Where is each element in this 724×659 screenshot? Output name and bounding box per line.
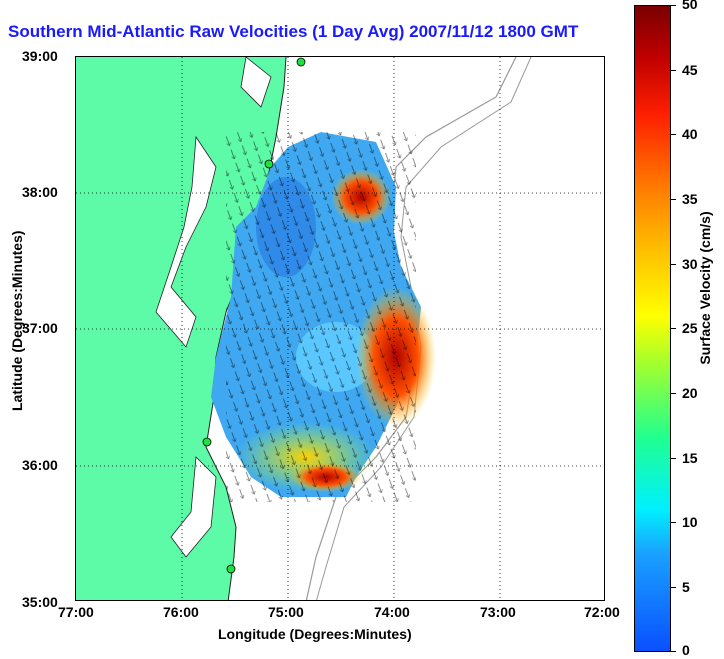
grid-lines xyxy=(76,57,604,600)
colorbar-tick-label: 0 xyxy=(682,642,690,658)
colorbar-tick-label: 40 xyxy=(682,126,698,142)
y-tick-label: 37:00 xyxy=(22,320,58,336)
x-tick-label: 76:00 xyxy=(163,604,199,620)
colorbar-tick-label: 15 xyxy=(682,450,698,466)
x-tick-label: 72:00 xyxy=(584,604,620,620)
colorbar-tick-label: 5 xyxy=(682,579,690,595)
map-svg xyxy=(76,57,604,600)
colorbar-tick-mark xyxy=(671,393,676,394)
radar-station-marker xyxy=(226,564,236,574)
y-tick-label: 35:00 xyxy=(22,594,58,610)
velocity-field xyxy=(211,132,436,502)
colorbar-tick-mark xyxy=(671,587,676,588)
colorbar-tick-mark xyxy=(671,134,676,135)
colorbar-tick-mark xyxy=(671,328,676,329)
colorbar-tick-label: 30 xyxy=(682,256,698,272)
x-tick-label: 75:00 xyxy=(268,604,304,620)
x-axis-label: Longitude (Degrees:Minutes) xyxy=(218,626,412,642)
colorbar-tick-mark xyxy=(671,5,676,6)
colorbar-tick-label: 50 xyxy=(682,0,698,12)
colorbar xyxy=(634,5,671,652)
colorbar-tick-label: 35 xyxy=(682,191,698,207)
chesapeake-bay xyxy=(155,135,217,348)
radar-station-marker xyxy=(296,57,306,67)
colorbar-tick-mark xyxy=(671,522,676,523)
colorbar-label: Surface Velocity (cm/s) xyxy=(697,211,713,365)
x-tick-label: 73:00 xyxy=(480,604,516,620)
colorbar-tick-mark xyxy=(671,458,676,459)
colorbar-tick-mark xyxy=(671,264,676,265)
y-tick-label: 38:00 xyxy=(22,184,58,200)
x-tick-label: 77:00 xyxy=(58,604,94,620)
colorbar-tick-label: 10 xyxy=(682,514,698,530)
colorbar-tick-label: 25 xyxy=(682,320,698,336)
y-tick-label: 36:00 xyxy=(22,457,58,473)
x-tick-label: 74:00 xyxy=(374,604,410,620)
map-plot-area xyxy=(75,56,605,601)
y-tick-label: 39:00 xyxy=(22,48,58,64)
colorbar-tick-mark xyxy=(671,651,676,652)
colorbar-tick-mark xyxy=(671,199,676,200)
colorbar-tick-label: 20 xyxy=(682,385,698,401)
y-axis-label: Latitude (Degrees:Minutes) xyxy=(9,230,25,411)
radar-station-marker xyxy=(264,159,274,169)
colorbar-tick-mark xyxy=(671,70,676,71)
colorbar-tick-label: 45 xyxy=(682,62,698,78)
radar-station-marker xyxy=(202,437,212,447)
delaware-bay xyxy=(240,57,272,108)
sound-inlet xyxy=(170,456,217,558)
chart-title: Southern Mid-Atlantic Raw Velocities (1 … xyxy=(8,22,579,41)
